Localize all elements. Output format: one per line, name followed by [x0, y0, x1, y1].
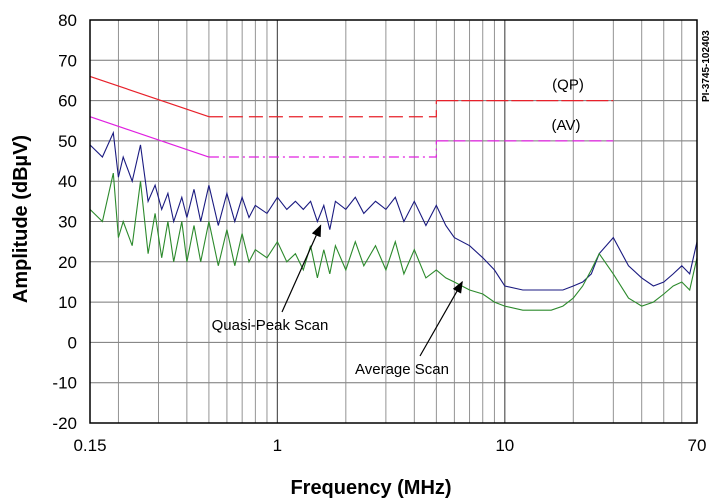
annotation-arrow — [419, 280, 463, 357]
annotations: Quasi-Peak Scan Average Scan — [212, 224, 463, 378]
limit-line-flat — [208, 100, 437, 118]
y-tick-label: 10 — [58, 293, 77, 312]
av-limit-label: (AV) — [552, 117, 581, 134]
y-tick-label: -20 — [52, 414, 77, 433]
annotation-arrow — [281, 224, 322, 313]
x-tick-label: 10 — [495, 436, 514, 455]
x-axis-title: Frequency (MHz) — [290, 477, 451, 499]
average-series — [89, 172, 698, 311]
y-tick-label: 70 — [58, 51, 77, 70]
quasi-peak-annotation: Quasi-Peak Scan — [212, 317, 329, 334]
x-tick-labels: 0.15 1 10 70 — [73, 436, 706, 455]
y-axis-title: Amplitude (dBµV) — [10, 135, 32, 303]
limit-labels: (QP) (AV) — [552, 76, 584, 133]
document-id: PI-3745-102403 — [701, 30, 712, 102]
x-tick-label: 0.15 — [73, 436, 106, 455]
x-tick-label: 70 — [688, 436, 707, 455]
y-tick-labels: -20 -10 0 10 20 30 40 50 60 70 80 — [52, 11, 77, 433]
limit-line-flat — [208, 140, 437, 158]
y-tick-label: -10 — [52, 374, 77, 393]
limit-line-slope — [89, 116, 210, 158]
qp-limit-label: (QP) — [552, 76, 584, 93]
limit-lines — [89, 75, 614, 158]
plot-frame — [89, 19, 698, 424]
quasi-peak-series — [89, 130, 698, 291]
average-annotation: Average Scan — [355, 361, 449, 378]
y-tick-label: 30 — [58, 213, 77, 232]
y-tick-label: 40 — [58, 172, 77, 191]
y-tick-label: 0 — [68, 333, 77, 352]
y-tick-label: 50 — [58, 132, 77, 151]
limit-line-slope — [89, 75, 210, 118]
x-tick-label: 1 — [273, 436, 282, 455]
y-tick-label: 80 — [58, 11, 77, 30]
y-tick-label: 20 — [58, 253, 77, 272]
y-tick-label: 60 — [58, 92, 77, 111]
series-group — [89, 130, 698, 311]
